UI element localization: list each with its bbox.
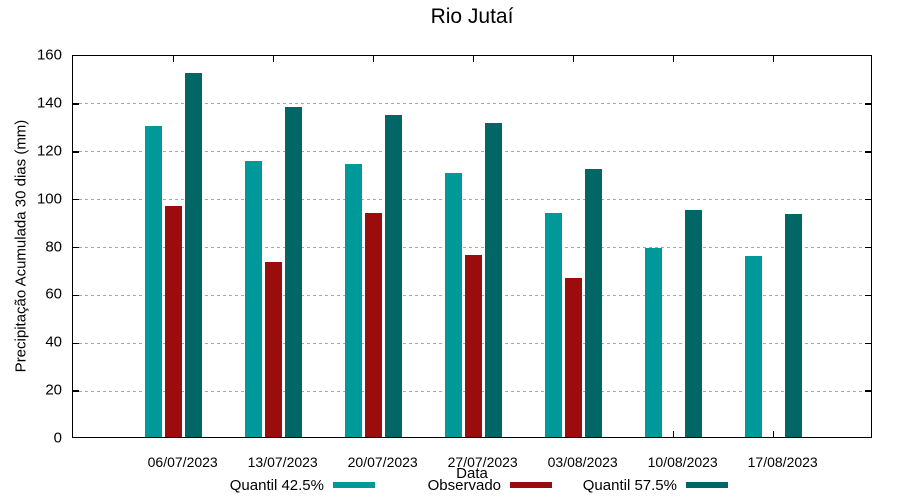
legend-swatch-quantil-57-5 xyxy=(686,482,728,488)
bar-quantil-42-5--06-07-2023 xyxy=(145,125,163,437)
y-tick-label-160: 160 xyxy=(36,46,62,64)
bar-quantil-57-5--13-07-2023 xyxy=(285,106,303,437)
y-tick-right-20 xyxy=(865,390,871,392)
y-tick-right-80 xyxy=(865,246,871,249)
y-tick-left-40 xyxy=(73,342,79,344)
bar-quantil-57-5--20-07-2023 xyxy=(385,115,403,437)
y-tick-left-20 xyxy=(73,390,79,392)
bar-quantil-42-5--27-07-2023 xyxy=(445,172,463,437)
y-tick-right-140 xyxy=(865,103,871,105)
x-tick-top-6 xyxy=(772,56,775,62)
legend-entry-quantil-42-5: Quantil 42.5% xyxy=(230,476,375,494)
bar-observado-27-07-2023 xyxy=(465,255,483,437)
bar-quantil-57-5--17-08-2023 xyxy=(785,214,803,437)
bar-quantil-42-5--17-08-2023 xyxy=(745,256,763,437)
y-tick-label-100: 100 xyxy=(36,190,62,208)
bar-observado-03-08-2023 xyxy=(565,277,583,437)
bar-observado-20-07-2023 xyxy=(365,213,383,437)
legend-label-quantil-42-5: Quantil 42.5% xyxy=(229,476,324,494)
x-tick-label-6: 17/08/2023 xyxy=(747,454,818,470)
y-tick-left-120 xyxy=(73,151,79,153)
y-tick-label-80: 80 xyxy=(45,238,62,255)
bar-quantil-57-5--10-08-2023 xyxy=(685,209,703,437)
bar-quantil-42-5--13-07-2023 xyxy=(245,160,263,437)
legend-swatch-observado xyxy=(510,482,552,488)
x-tick-top-3 xyxy=(472,56,475,62)
bar-quantil-42-5--10-08-2023 xyxy=(645,247,663,437)
bar-observado-06-07-2023 xyxy=(165,206,183,437)
y-tick-label-120: 120 xyxy=(36,142,62,160)
y-tick-right-60 xyxy=(865,294,871,297)
y-tick-label-40: 40 xyxy=(45,333,62,351)
x-tick-label-4: 03/08/2023 xyxy=(547,454,618,470)
gridline-y-80 xyxy=(73,247,871,248)
x-tick-label-1: 13/07/2023 xyxy=(247,454,318,470)
y-tick-right-120 xyxy=(865,151,871,153)
plot-area xyxy=(72,55,872,438)
y-tick-label-60: 60 xyxy=(45,285,62,303)
x-tick-top-2 xyxy=(372,56,375,62)
bar-observado-13-07-2023 xyxy=(265,262,283,437)
legend-entry-observado: Observado xyxy=(428,476,552,494)
y-tick-left-100 xyxy=(73,198,79,201)
legend-swatch-quantil-42-5 xyxy=(333,482,375,488)
y-tick-left-140 xyxy=(73,103,79,105)
x-tick-label-5: 10/08/2023 xyxy=(647,454,718,470)
x-tick-bottom-6 xyxy=(772,431,775,437)
gridline-y-140 xyxy=(73,103,871,105)
x-tick-top-5 xyxy=(672,56,675,62)
bar-quantil-57-5--06-07-2023 xyxy=(185,73,203,437)
gridline-y-100 xyxy=(73,199,871,201)
y-tick-right-100 xyxy=(865,198,871,201)
y-tick-label-0: 0 xyxy=(53,429,62,447)
chart-title: Rio Jutaí xyxy=(430,5,514,28)
x-tick-top-1 xyxy=(272,56,275,62)
y-tick-label-20: 20 xyxy=(45,381,62,399)
y-tick-left-60 xyxy=(73,294,79,297)
x-tick-label-2: 20/07/2023 xyxy=(347,454,418,470)
y-tick-left-80 xyxy=(73,246,79,249)
bar-quantil-42-5--20-07-2023 xyxy=(345,164,363,437)
x-tick-label-3: 27/07/2023 xyxy=(447,454,518,470)
gridline-y-120 xyxy=(73,151,871,153)
bar-quantil-57-5--27-07-2023 xyxy=(485,123,503,437)
y-axis-label: Precipitação Acumulada 30 dias (mm) xyxy=(12,119,30,373)
x-axis-label: Data xyxy=(456,465,488,482)
y-tick-right-40 xyxy=(865,342,871,344)
legend-entry-quantil-57-5: Quantil 57.5% xyxy=(583,476,728,494)
y-tick-label-140: 140 xyxy=(36,94,62,112)
legend-label-observado: Observado xyxy=(427,476,501,494)
bar-quantil-57-5--03-08-2023 xyxy=(585,168,603,437)
legend-label-quantil-57-5: Quantil 57.5% xyxy=(582,476,677,494)
bar-quantil-42-5--03-08-2023 xyxy=(545,213,563,437)
x-tick-top-0 xyxy=(172,56,175,62)
x-tick-top-4 xyxy=(572,56,575,62)
x-tick-label-0: 06/07/2023 xyxy=(147,454,218,470)
x-tick-bottom-5 xyxy=(672,431,675,437)
